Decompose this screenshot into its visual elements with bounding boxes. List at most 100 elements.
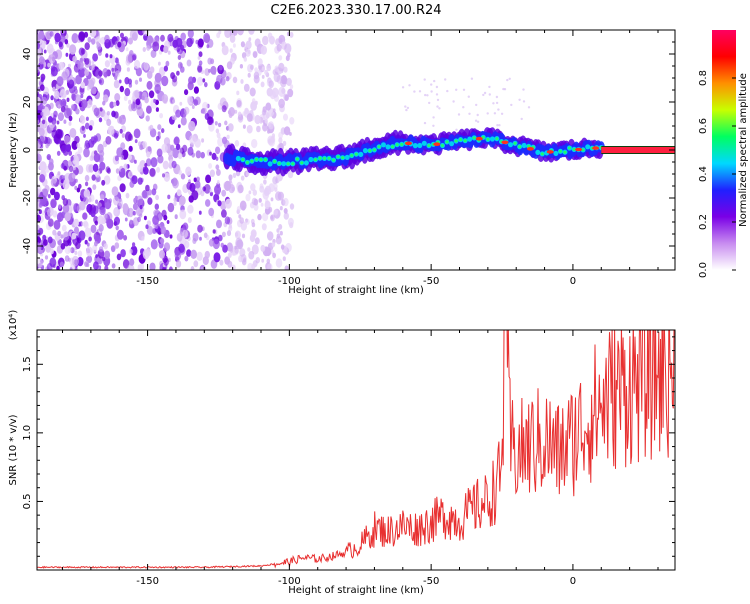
noise-speckle bbox=[117, 41, 122, 48]
noise-speckle bbox=[166, 220, 170, 224]
noise-speckle bbox=[248, 37, 252, 42]
noise-speckle bbox=[119, 114, 126, 125]
noise-speckle bbox=[260, 202, 264, 207]
noise-speckle bbox=[144, 163, 148, 168]
noise-speckle bbox=[194, 180, 201, 189]
noise-speckle bbox=[237, 30, 244, 36]
noise-speckle bbox=[37, 242, 42, 253]
noise-speckle bbox=[432, 124, 435, 128]
noise-speckle bbox=[92, 184, 97, 191]
noise-speckle bbox=[139, 144, 144, 151]
x-tick-label: -100 bbox=[278, 276, 301, 287]
noise-speckle bbox=[276, 233, 281, 239]
noise-speckle bbox=[51, 56, 56, 62]
noise-speckle bbox=[175, 37, 183, 48]
noise-speckle bbox=[254, 38, 261, 47]
noise-speckle bbox=[243, 56, 247, 62]
noise-speckle bbox=[61, 71, 68, 81]
noise-speckle bbox=[71, 232, 77, 240]
noise-speckle bbox=[165, 60, 170, 67]
band-core bbox=[281, 161, 287, 167]
noise-speckle bbox=[60, 163, 65, 169]
noise-speckle bbox=[413, 90, 416, 93]
noise-speckle bbox=[84, 58, 90, 65]
noise-speckle bbox=[202, 256, 209, 266]
noise-speckle bbox=[143, 33, 149, 41]
noise-speckle bbox=[208, 68, 211, 73]
noise-speckle bbox=[211, 152, 217, 160]
colorbar-tick-label: 0.4 bbox=[698, 166, 709, 182]
noise-speckle bbox=[87, 36, 92, 43]
noise-speckle bbox=[161, 128, 165, 134]
noise-speckle bbox=[162, 173, 165, 178]
band-core bbox=[421, 140, 427, 146]
noise-speckle bbox=[483, 91, 487, 95]
noise-speckle bbox=[258, 198, 262, 203]
band-peak bbox=[572, 148, 576, 151]
noise-speckle bbox=[116, 147, 124, 158]
noise-speckle bbox=[37, 236, 41, 245]
carrier-line bbox=[601, 147, 675, 153]
noise-speckle bbox=[187, 204, 194, 214]
noise-speckle bbox=[267, 129, 271, 134]
noise-speckle bbox=[84, 239, 88, 245]
noise-speckle bbox=[47, 116, 53, 123]
x-tick-label: -100 bbox=[278, 576, 301, 587]
noise-speckle bbox=[58, 204, 62, 210]
band-peak bbox=[486, 138, 490, 141]
noise-speckle bbox=[61, 30, 66, 34]
noise-speckle bbox=[95, 199, 99, 204]
noise-speckle bbox=[46, 43, 54, 54]
band-core bbox=[385, 144, 391, 150]
noise-speckle bbox=[234, 248, 239, 255]
noise-speckle bbox=[50, 187, 56, 196]
noise-speckle bbox=[132, 242, 136, 247]
noise-speckle bbox=[163, 242, 171, 252]
band-peak bbox=[427, 144, 431, 148]
noise-speckle bbox=[209, 151, 212, 156]
colorbar-gradient bbox=[712, 30, 736, 270]
noise-speckle bbox=[405, 108, 408, 112]
noise-speckle bbox=[527, 106, 531, 109]
noise-speckle bbox=[240, 79, 244, 84]
noise-speckle bbox=[232, 76, 238, 84]
noise-speckle bbox=[236, 100, 242, 108]
colorbar-label: Normalized spectral amplitude bbox=[738, 73, 749, 227]
noise-speckle bbox=[518, 98, 521, 102]
noise-speckle bbox=[57, 230, 62, 237]
noise-speckle bbox=[109, 54, 113, 59]
noise-speckle bbox=[241, 233, 246, 239]
noise-speckle bbox=[131, 53, 137, 61]
noise-speckle bbox=[209, 169, 215, 178]
noise-speckle bbox=[229, 248, 233, 253]
noise-speckle bbox=[147, 189, 152, 196]
noise-speckle bbox=[132, 210, 136, 216]
noise-speckle bbox=[236, 206, 241, 212]
noise-speckle bbox=[149, 124, 154, 131]
noise-speckle bbox=[221, 189, 227, 197]
noise-speckle bbox=[91, 38, 96, 45]
noise-speckle bbox=[145, 184, 150, 192]
noise-speckle bbox=[248, 30, 255, 35]
noise-speckle bbox=[149, 168, 156, 177]
noise-speckle bbox=[116, 253, 122, 261]
noise-speckle bbox=[216, 132, 221, 139]
noise-speckle bbox=[127, 154, 132, 161]
noise-speckle bbox=[204, 82, 208, 88]
noise-speckle bbox=[126, 67, 130, 72]
noise-speckle bbox=[173, 136, 180, 146]
noise-speckle bbox=[229, 224, 232, 229]
noise-speckle bbox=[253, 198, 259, 206]
noise-speckle bbox=[266, 87, 273, 97]
noise-speckle bbox=[476, 113, 479, 117]
noise-speckle bbox=[129, 30, 137, 40]
noise-speckle bbox=[260, 244, 266, 252]
snr-scale-label: (x10⁴) bbox=[8, 310, 19, 341]
noise-speckle bbox=[134, 89, 140, 98]
noise-speckle bbox=[78, 31, 86, 41]
noise-speckle bbox=[92, 53, 98, 62]
noise-speckle bbox=[257, 58, 263, 66]
noise-speckle bbox=[435, 85, 439, 89]
noise-speckle bbox=[92, 135, 98, 143]
noise-speckle bbox=[195, 150, 202, 159]
